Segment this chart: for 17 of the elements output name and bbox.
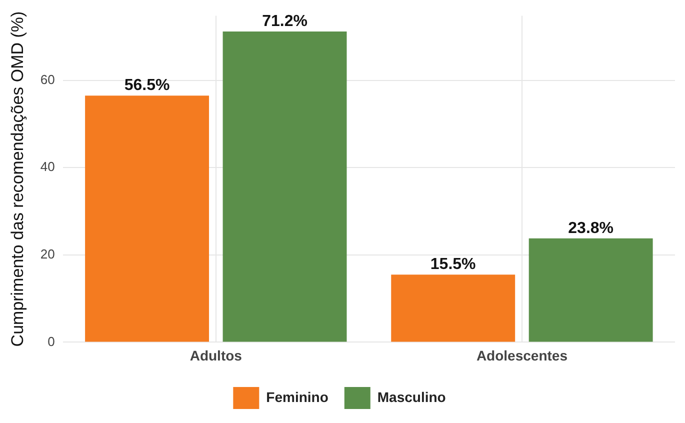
bar xyxy=(528,238,653,342)
x-tick-label: Adolescentes xyxy=(476,347,568,364)
data-label: 23.8% xyxy=(568,220,614,237)
data-label: 56.5% xyxy=(124,77,170,94)
legend-label: Feminino xyxy=(266,388,328,405)
bar xyxy=(222,32,347,342)
data-label: 71.2% xyxy=(262,12,308,30)
bar xyxy=(85,96,210,342)
y-tick-label: 20 xyxy=(40,246,55,262)
data-label: 15.5% xyxy=(430,256,476,273)
y-axis-title: Cumprimento das recomendações OMD (%) xyxy=(8,11,27,347)
y-tick-label: 0 xyxy=(48,334,55,349)
y-tick-label: 60 xyxy=(40,72,55,87)
x-tick-label: Adultos xyxy=(190,347,242,364)
y-tick-label: 40 xyxy=(40,159,55,174)
legend-label: Masculino xyxy=(377,388,446,405)
bar xyxy=(391,274,516,342)
